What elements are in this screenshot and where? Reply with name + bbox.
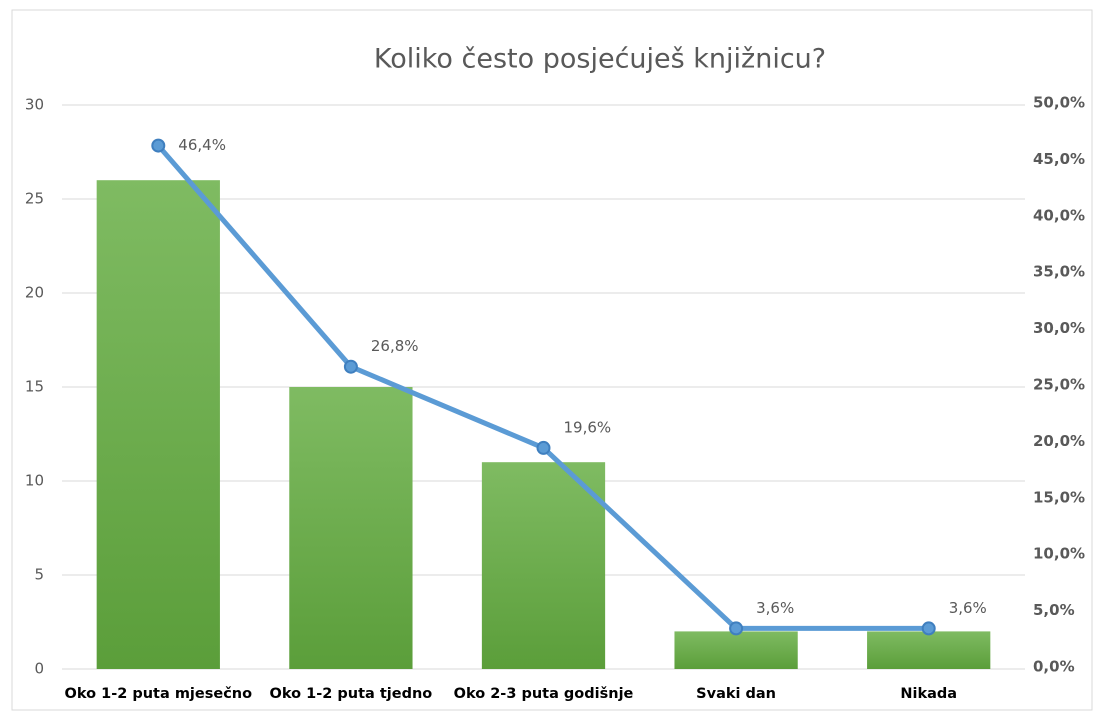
y2-tick-label: 40,0%	[1033, 206, 1085, 224]
data-label: 19,6%	[564, 418, 612, 436]
data-label: 3,6%	[949, 599, 987, 617]
bar	[867, 631, 991, 669]
y2-tick-label: 35,0%	[1033, 263, 1085, 281]
y-tick-label: 0	[34, 660, 44, 678]
y2-tick-label: 30,0%	[1033, 319, 1085, 337]
data-label: 46,4%	[178, 136, 226, 154]
x-tick-label: Oko 2-3 puta godišnje	[454, 686, 634, 702]
x-tick-label: Oko 1-2 puta tjedno	[270, 686, 433, 702]
y-tick-label: 5	[34, 566, 44, 584]
y2-tick-label: 10,0%	[1033, 545, 1085, 563]
y2-tick-label: 5,0%	[1033, 601, 1075, 619]
line-marker	[151, 138, 166, 153]
bar	[481, 462, 606, 669]
y-tick-label: 25	[25, 190, 44, 208]
data-label: 26,8%	[371, 337, 419, 355]
y-tick-label: 10	[25, 472, 44, 490]
y2-tick-label: 0,0%	[1033, 658, 1075, 676]
bar	[674, 631, 798, 669]
line-marker	[921, 621, 936, 636]
y-tick-label: 20	[25, 284, 44, 302]
chart-title: Koliko često posjećuješ knjižnicu?	[374, 44, 826, 75]
y2-tick-label: 20,0%	[1033, 432, 1085, 450]
y2-tick-label: 45,0%	[1033, 150, 1085, 168]
y2-tick-label: 25,0%	[1033, 376, 1085, 394]
y2-tick-label: 50,0%	[1033, 94, 1085, 112]
line-marker	[343, 359, 358, 374]
line-marker	[536, 440, 551, 455]
x-tick-label: Oko 1-2 puta mjesečno	[65, 686, 253, 702]
x-tick-label: Svaki dan	[696, 686, 776, 702]
y-tick-label: 15	[25, 378, 44, 396]
y-tick-label: 30	[25, 96, 44, 114]
bar	[289, 387, 413, 669]
line-marker	[729, 621, 744, 636]
data-label: 3,6%	[756, 599, 794, 617]
bar	[96, 180, 220, 669]
x-tick-label: Nikada	[900, 686, 957, 702]
y2-tick-label: 15,0%	[1033, 488, 1085, 506]
